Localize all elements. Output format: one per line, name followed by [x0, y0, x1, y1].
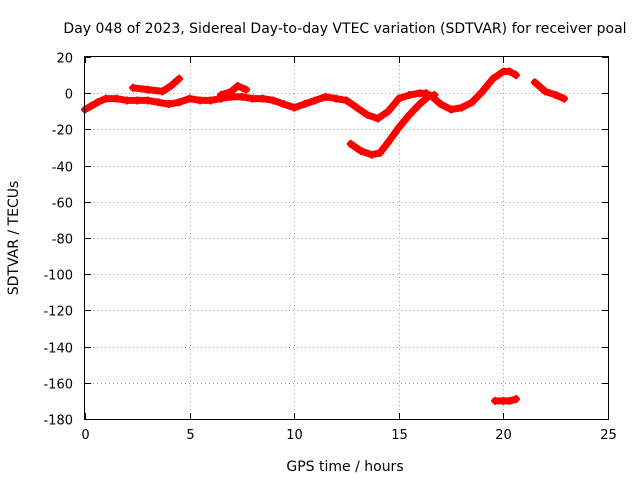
data-point — [258, 94, 267, 103]
data-point — [375, 148, 384, 157]
data-point — [478, 87, 487, 96]
data-point — [175, 74, 184, 83]
y-tick-label: -80 — [52, 233, 73, 248]
data-point — [511, 71, 520, 80]
y-tick-label: 0 — [65, 88, 73, 103]
data-point — [185, 94, 194, 103]
data-point — [227, 87, 236, 96]
data-point — [384, 107, 393, 116]
data-point — [248, 94, 257, 103]
data-point — [87, 101, 96, 110]
data-point — [457, 103, 466, 112]
data-point — [269, 96, 278, 105]
data-point — [367, 150, 376, 159]
plot-frame — [84, 56, 609, 420]
data-point — [488, 74, 497, 83]
data-point — [143, 85, 152, 94]
data-point — [363, 110, 372, 119]
y-axis-title: SDTVAR / TECUs — [6, 181, 22, 296]
data-point — [346, 139, 355, 148]
data-point — [290, 103, 299, 112]
data-point — [300, 100, 309, 109]
y-tick-label: -140 — [43, 342, 73, 357]
series-band-5 — [531, 78, 568, 103]
x-axis-tick-labels: 0 5 10 15 20 25 — [81, 428, 616, 443]
data-point — [405, 110, 414, 119]
data-point — [551, 91, 560, 100]
data-point — [394, 94, 403, 103]
x-tick-label: 25 — [600, 428, 617, 443]
data-point — [93, 98, 102, 107]
y-tick-label: -20 — [52, 124, 73, 139]
data-point — [279, 100, 288, 109]
data-point — [511, 395, 520, 404]
data-point — [242, 85, 251, 94]
data-point — [436, 100, 445, 109]
data-point — [415, 100, 424, 109]
data-point — [394, 123, 403, 132]
y-axis-tick-labels: 20 0 -20 -40 -60 -80 -100 -120 -140 -160 -180 — [43, 52, 73, 429]
data-point — [424, 92, 433, 101]
x-tick-label: 0 — [81, 428, 89, 443]
data-point — [311, 96, 320, 105]
data-point — [143, 96, 152, 105]
x-tick-label: 5 — [186, 428, 194, 443]
data-point — [112, 94, 121, 103]
data-point — [216, 91, 225, 100]
data-point — [357, 147, 366, 156]
data-point — [158, 87, 167, 96]
data-point — [129, 83, 138, 92]
data-point — [541, 87, 550, 96]
data-point — [405, 91, 414, 100]
data-point — [342, 96, 351, 105]
y-tick-label: -120 — [43, 305, 73, 320]
data-point — [196, 96, 205, 105]
data-point — [491, 396, 500, 405]
data-point — [321, 92, 330, 101]
data-point — [122, 96, 131, 105]
x-tick-label: 10 — [286, 428, 303, 443]
data-point — [237, 92, 246, 101]
x-tick-label: 15 — [391, 428, 408, 443]
data-point — [468, 98, 477, 107]
data-point — [384, 138, 393, 147]
y-tick-label: -160 — [43, 378, 73, 393]
y-tick-label: -180 — [43, 414, 73, 429]
data-point — [373, 114, 382, 123]
y-tick-label: 20 — [56, 52, 73, 67]
data-point — [154, 98, 163, 107]
series-band-3 — [347, 91, 438, 159]
y-tick-label: -60 — [52, 197, 73, 212]
data-point — [530, 78, 539, 87]
x-tick-label: 20 — [495, 428, 512, 443]
data-point — [166, 81, 175, 90]
data-point — [505, 67, 514, 76]
data-point — [101, 94, 110, 103]
data-point — [447, 105, 456, 114]
data-point — [175, 98, 184, 107]
data-point — [133, 96, 142, 105]
series-band-2 — [217, 82, 250, 99]
data-point — [352, 103, 361, 112]
data-point — [233, 81, 242, 90]
data-point — [560, 94, 569, 103]
data-point — [206, 96, 215, 105]
data-series — [81, 67, 569, 405]
data-point — [430, 91, 439, 100]
data-point — [332, 94, 341, 103]
y-tick-label: -40 — [52, 161, 73, 176]
grid-lines — [85, 57, 608, 419]
x-axis-title: GPS time / hours — [286, 459, 403, 475]
y-tick-label: -100 — [43, 269, 73, 284]
chart-title: Day 048 of 2023, Sidereal Day-to-day VTE… — [63, 21, 626, 37]
data-point — [164, 100, 173, 109]
data-point — [505, 396, 514, 405]
